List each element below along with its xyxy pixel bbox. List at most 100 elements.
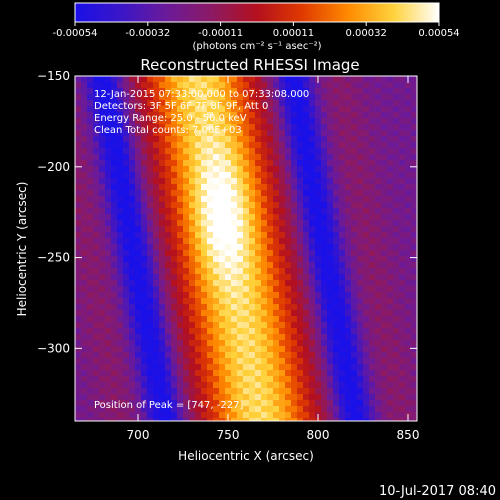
heatmap-cell bbox=[339, 268, 346, 275]
heatmap-cell bbox=[261, 412, 268, 419]
heatmap-cell bbox=[411, 304, 417, 311]
heatmap-cell bbox=[219, 178, 226, 185]
heatmap-cell bbox=[183, 286, 190, 293]
heatmap-cell bbox=[387, 202, 394, 209]
heatmap-cell bbox=[177, 130, 184, 137]
heatmap-cell bbox=[105, 394, 112, 401]
heatmap-cell bbox=[363, 328, 370, 335]
heatmap-cell bbox=[363, 400, 370, 407]
heatmap-cell bbox=[225, 148, 232, 155]
heatmap-cell bbox=[177, 184, 184, 191]
heatmap-cell bbox=[183, 388, 190, 395]
heatmap-cell bbox=[411, 226, 417, 233]
heatmap-cell bbox=[129, 208, 136, 215]
heatmap-cell bbox=[351, 232, 358, 239]
heatmap-cell bbox=[249, 160, 256, 167]
heatmap-cell bbox=[369, 136, 376, 143]
heatmap-cell bbox=[273, 214, 280, 221]
heatmap-cell bbox=[99, 364, 106, 371]
heatmap-cell bbox=[99, 196, 106, 203]
heatmap-cell bbox=[279, 406, 286, 413]
heatmap-cell bbox=[117, 220, 124, 227]
heatmap-cell bbox=[393, 238, 400, 245]
heatmap-cell bbox=[303, 328, 310, 335]
heatmap-cell bbox=[189, 238, 196, 245]
heatmap-cell bbox=[339, 418, 346, 421]
heatmap-cell bbox=[243, 166, 250, 173]
heatmap-cell bbox=[309, 172, 316, 179]
heatmap-cell bbox=[219, 286, 226, 293]
heatmap-cell bbox=[381, 160, 388, 167]
heatmap-cell bbox=[93, 280, 100, 287]
heatmap-cell bbox=[273, 238, 280, 245]
heatmap-cell bbox=[111, 376, 118, 383]
heatmap-cell bbox=[333, 244, 340, 251]
heatmap-cell bbox=[345, 118, 352, 125]
heatmap-cell bbox=[267, 418, 274, 421]
heatmap-cell bbox=[213, 310, 220, 317]
heatmap-cell bbox=[159, 262, 166, 269]
heatmap-cell bbox=[165, 184, 172, 191]
heatmap-cell bbox=[363, 310, 370, 317]
heatmap-cell bbox=[285, 100, 292, 107]
heatmap-cell bbox=[333, 118, 340, 125]
heatmap-cell bbox=[123, 190, 130, 197]
heatmap-cell bbox=[159, 232, 166, 239]
heatmap-cell bbox=[393, 286, 400, 293]
heatmap-cell bbox=[333, 298, 340, 305]
heatmap-cell bbox=[147, 166, 154, 173]
heatmap-cell bbox=[279, 370, 286, 377]
heatmap-cell bbox=[357, 172, 364, 179]
heatmap-cell bbox=[381, 406, 388, 413]
heatmap-cell bbox=[75, 232, 82, 239]
heatmap-cell bbox=[393, 298, 400, 305]
heatmap-cell bbox=[267, 76, 274, 83]
heatmap-cell bbox=[273, 208, 280, 215]
heatmap-cell bbox=[87, 112, 94, 119]
heatmap-cell bbox=[369, 310, 376, 317]
heatmap-cell bbox=[207, 292, 214, 299]
heatmap-cell bbox=[105, 352, 112, 359]
heatmap-cell bbox=[315, 382, 322, 389]
heatmap-cell bbox=[177, 244, 184, 251]
heatmap-cell bbox=[117, 154, 124, 161]
heatmap-cell bbox=[147, 244, 154, 251]
heatmap-cell bbox=[153, 298, 160, 305]
heatmap-cell bbox=[321, 244, 328, 251]
heatmap-cell bbox=[255, 184, 262, 191]
heatmap-cell bbox=[105, 112, 112, 119]
heatmap-cell bbox=[327, 94, 334, 101]
heatmap-cell bbox=[129, 124, 136, 131]
heatmap-cell bbox=[279, 118, 286, 125]
heatmap-cell bbox=[381, 274, 388, 281]
heatmap-cell bbox=[177, 268, 184, 275]
heatmap-cell bbox=[123, 262, 130, 269]
heatmap-cell bbox=[369, 304, 376, 311]
heatmap-cell bbox=[153, 202, 160, 209]
heatmap-cell bbox=[225, 394, 232, 401]
heatmap-cell bbox=[99, 262, 106, 269]
heatmap-cell bbox=[105, 118, 112, 125]
heatmap-cell bbox=[93, 190, 100, 197]
heatmap-cell bbox=[351, 184, 358, 191]
heatmap-cell bbox=[261, 142, 268, 149]
heatmap-cell bbox=[381, 316, 388, 323]
heatmap-cell bbox=[351, 178, 358, 185]
heatmap-cell bbox=[405, 358, 412, 365]
heatmap-cell bbox=[333, 322, 340, 329]
heatmap-cell bbox=[183, 394, 190, 401]
heatmap-cell bbox=[153, 316, 160, 323]
heatmap-cell bbox=[273, 112, 280, 119]
heatmap-cell bbox=[111, 196, 118, 203]
heatmap-cell bbox=[273, 142, 280, 149]
heatmap-cell bbox=[285, 166, 292, 173]
heatmap-cell bbox=[363, 220, 370, 227]
heatmap-cell bbox=[255, 370, 262, 377]
heatmap-cell bbox=[195, 124, 202, 131]
heatmap-cell bbox=[123, 244, 130, 251]
heatmap-cell bbox=[123, 418, 130, 421]
heatmap-cell bbox=[219, 244, 226, 251]
heatmap-cell bbox=[285, 244, 292, 251]
heatmap-cell bbox=[75, 76, 82, 83]
heatmap-cell bbox=[345, 352, 352, 359]
